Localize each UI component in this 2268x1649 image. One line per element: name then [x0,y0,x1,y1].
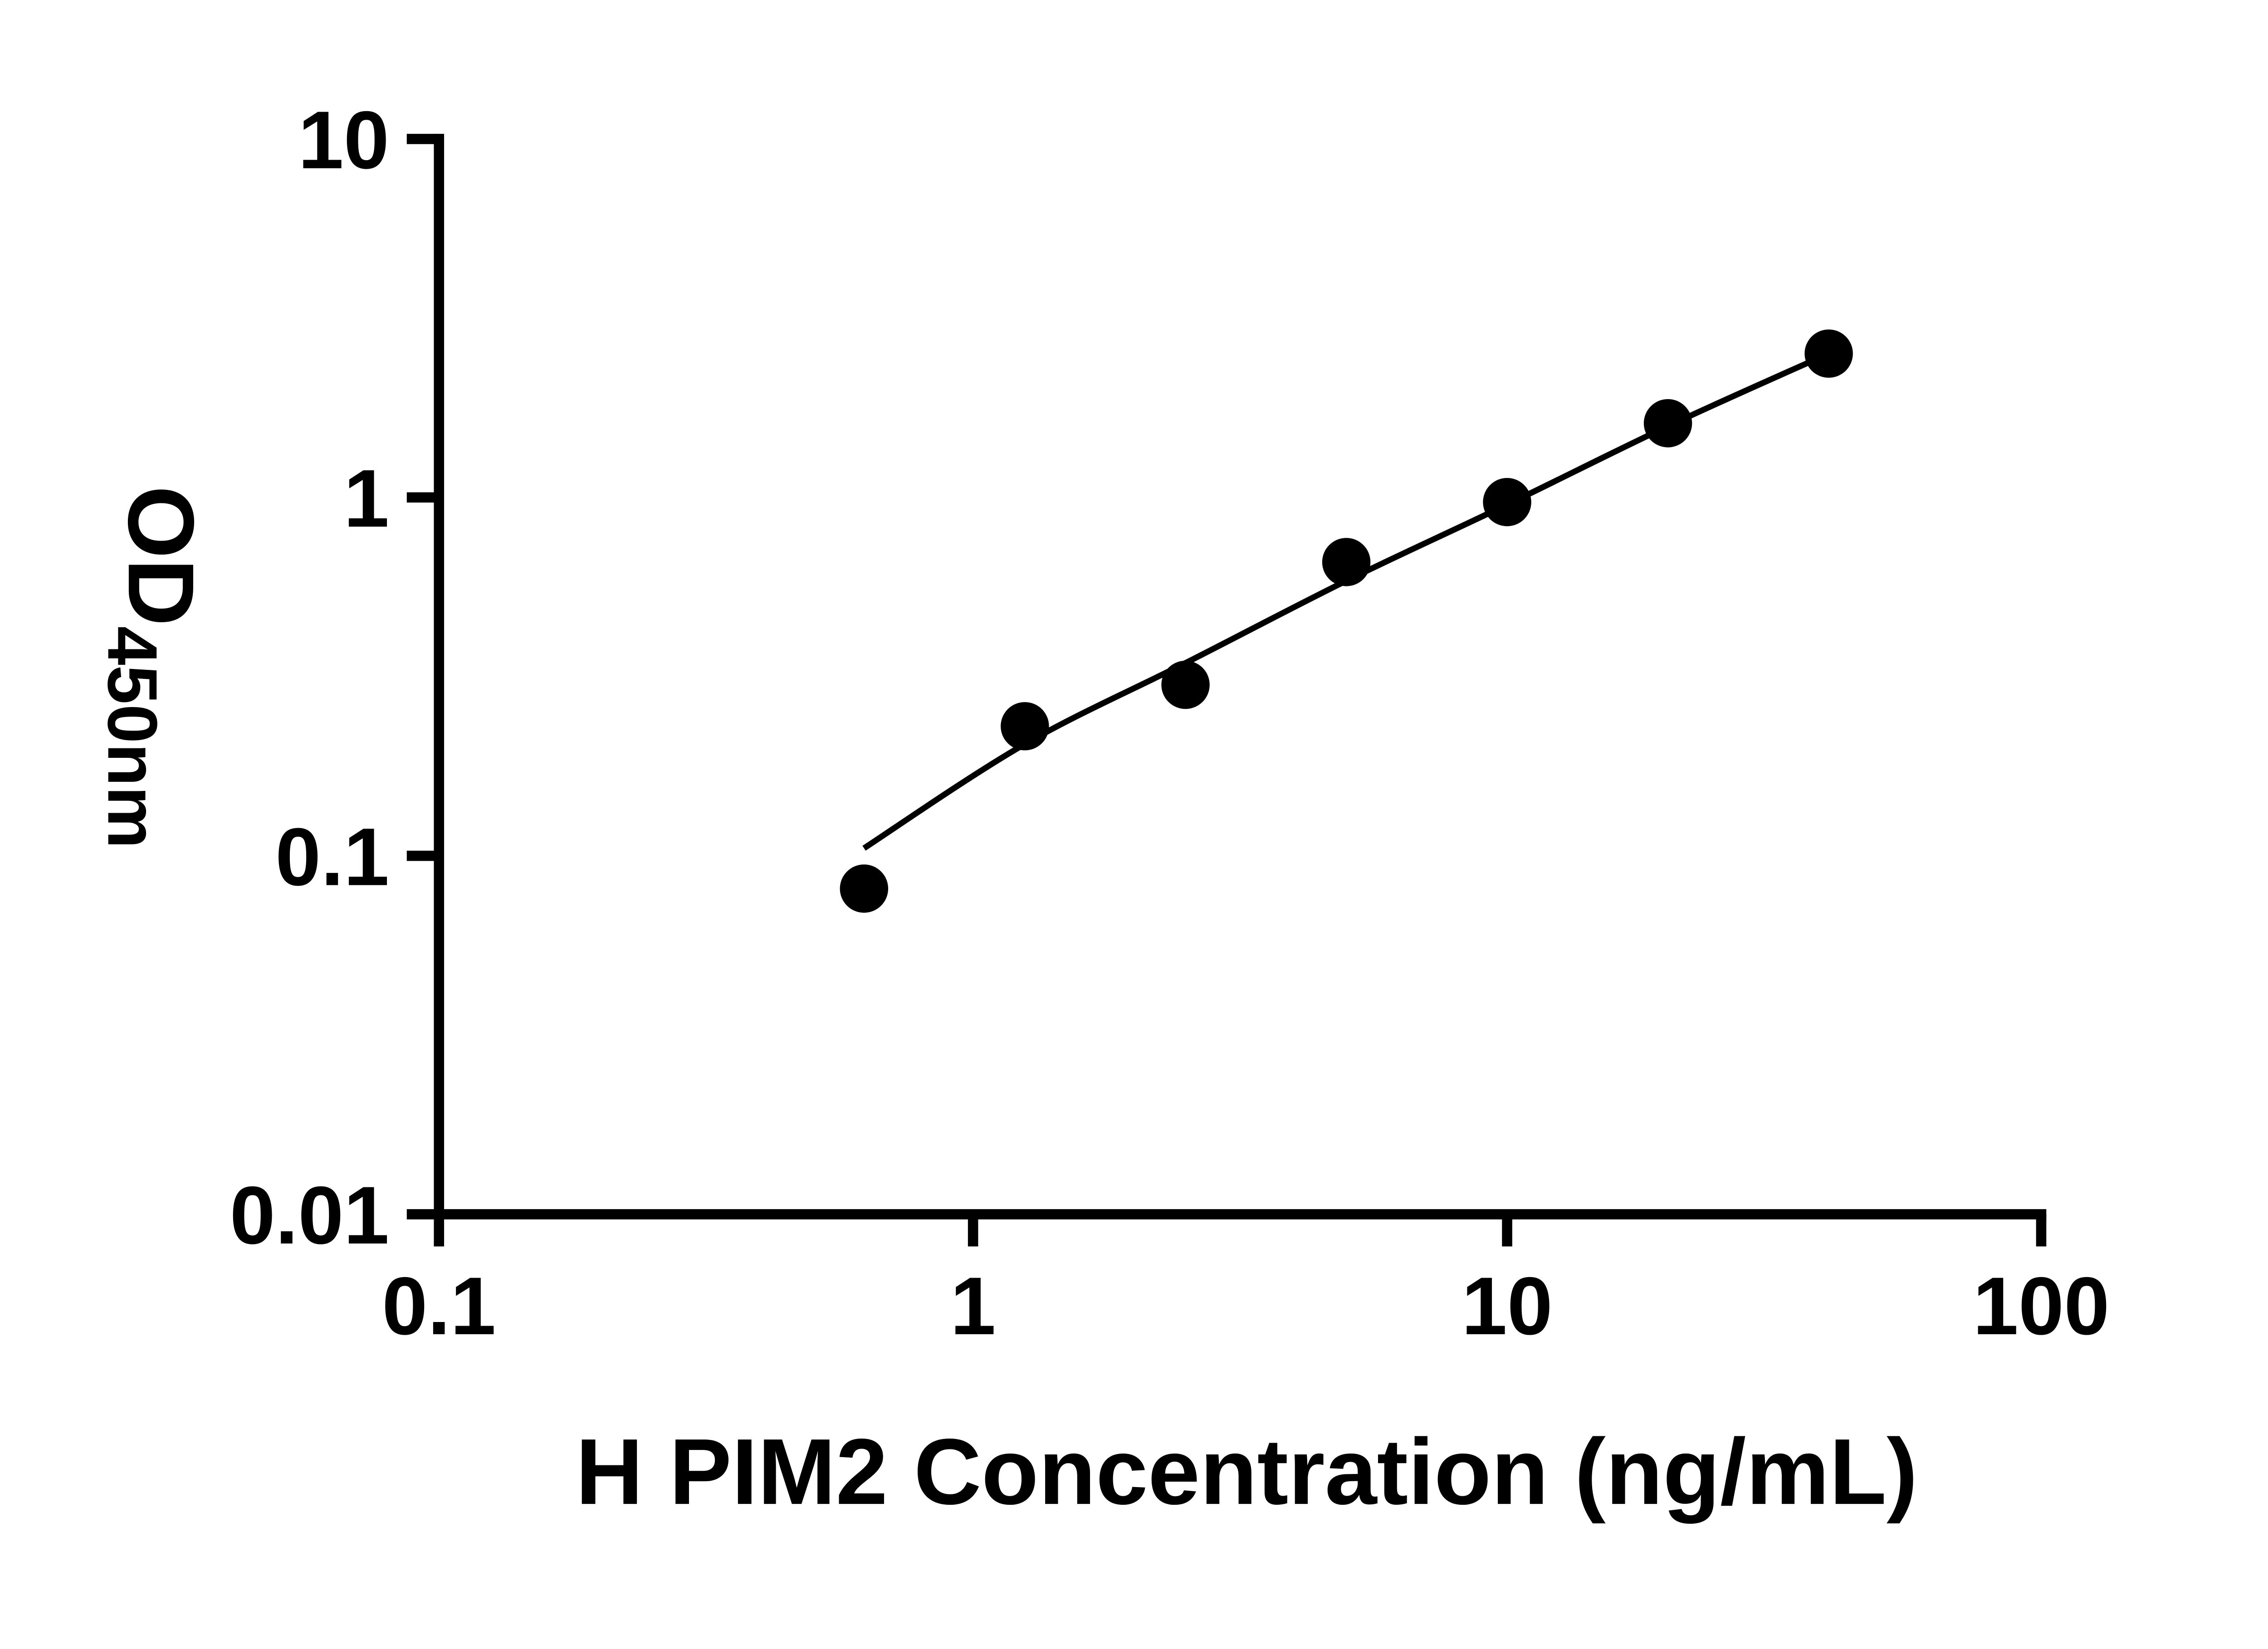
y-tick-label: 1 [344,453,389,544]
y-tick-label: 10 [298,94,389,186]
y-axis-title-sub: 450nm [93,626,172,849]
data-point [1161,660,1210,709]
data-point [1001,702,1049,751]
x-axis-title: H PIM2 Concentration (ng/mL) [576,1419,1918,1524]
data-point [840,864,889,913]
data-point [1322,538,1371,586]
y-tick-label: 0.01 [230,1170,390,1261]
data-points-layer [840,329,1853,913]
data-point [1804,329,1853,378]
x-tick-label: 1 [950,1260,996,1352]
data-point [1643,399,1692,448]
data-point [1483,478,1531,527]
y-axis-title: OD450nm [93,486,214,849]
y-axis-title-main: OD [109,486,214,626]
axes-layer [406,134,2047,1247]
x-tick-label: 0.1 [382,1260,496,1352]
elisa-standard-curve-figure: 0.1 1 10 100 0.01 0.1 1 10 H PIM2 Concentration… [93,94,2110,1524]
x-tick-label: 10 [1461,1260,1553,1352]
y-tick-label: 0.1 [275,811,389,903]
x-tick-label: 100 [1973,1260,2109,1352]
